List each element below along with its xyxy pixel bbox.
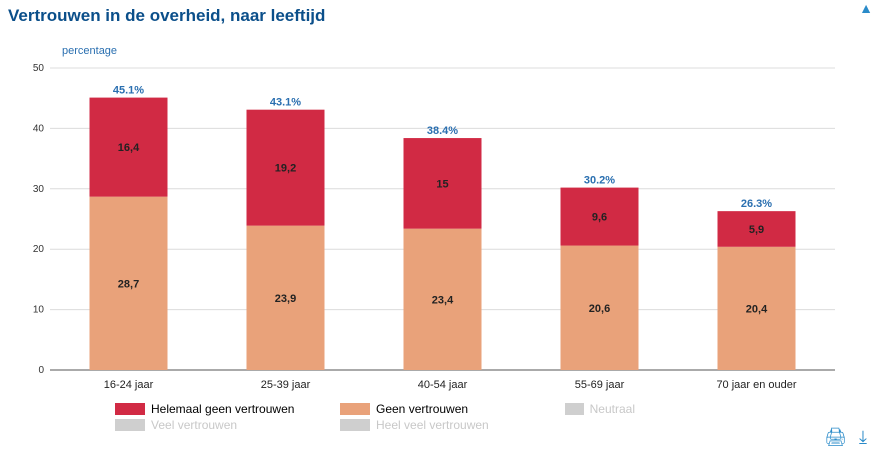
y-tick-label: 0 bbox=[38, 365, 44, 376]
legend-label: Geen vertrouwen bbox=[376, 402, 469, 416]
legend-item[interactable]: Veel vertrouwen bbox=[115, 418, 340, 432]
bar-segment[interactable] bbox=[89, 196, 168, 370]
total-label: 38.4% bbox=[427, 125, 458, 137]
segment-value-label: 5,9 bbox=[749, 224, 764, 236]
print-icon[interactable]: 🖨 bbox=[824, 427, 848, 447]
legend-item[interactable]: Helemaal geen vertrouwen bbox=[115, 402, 340, 416]
bars: 28,7 16,4 45.1% 23,9 19,2 43.1% 23,4 15 38.4% 20,… bbox=[89, 85, 796, 370]
segment-value-label: 20,4 bbox=[746, 303, 768, 315]
bar-segment[interactable] bbox=[246, 109, 325, 226]
y-tick-label: 30 bbox=[33, 184, 45, 195]
segment-value-label: 23,9 bbox=[275, 293, 296, 305]
y-tick-label: 20 bbox=[33, 244, 45, 255]
download-icon[interactable]: ⤓ bbox=[859, 427, 867, 447]
legend-swatch bbox=[340, 403, 370, 415]
legend: Helemaal geen vertrouwen Geen vertrouwen N… bbox=[115, 402, 635, 432]
legend-swatch bbox=[115, 403, 145, 415]
total-label: 43.1% bbox=[270, 97, 301, 109]
legend-swatch bbox=[565, 403, 584, 415]
bar-segment[interactable] bbox=[717, 211, 796, 247]
x-category-label: 40-54 jaar bbox=[418, 379, 468, 391]
bar-segment[interactable] bbox=[717, 246, 796, 370]
bar-segment[interactable] bbox=[560, 187, 639, 246]
segment-value-label: 20,6 bbox=[589, 303, 610, 315]
chart-menu-icon[interactable]: ▲ bbox=[859, 0, 873, 16]
legend-swatch bbox=[115, 419, 145, 431]
y-tick-label: 50 bbox=[33, 63, 45, 74]
legend-label: Veel vertrouwen bbox=[151, 418, 238, 432]
chart-area: 0 10 20 30 40 50 percentage 28,7 16,4 45.1% 23,9… bbox=[33, 45, 835, 391]
bar-segment[interactable] bbox=[560, 245, 639, 370]
segment-value-label: 15 bbox=[436, 178, 448, 190]
bar-segment[interactable] bbox=[403, 138, 482, 229]
chart-title: Vertrouwen in de overheid, naar leeftijd bbox=[8, 6, 326, 25]
legend-label: Helemaal geen vertrouwen bbox=[151, 402, 295, 416]
legend-item[interactable]: Neutraal bbox=[565, 402, 635, 416]
x-category-label: 70 jaar en ouder bbox=[716, 379, 796, 391]
x-axis-categories: 16-24 jaar 25-39 jaar 40-54 jaar 55-69 jaar… bbox=[104, 379, 797, 391]
legend-item[interactable]: Heel veel vertrouwen bbox=[340, 418, 565, 432]
legend-label: Neutraal bbox=[589, 402, 635, 416]
bar-segment[interactable] bbox=[403, 228, 482, 370]
total-label: 26.3% bbox=[741, 198, 772, 210]
legend-swatch bbox=[340, 419, 370, 431]
y-axis-ticks: 0 10 20 30 40 50 bbox=[33, 63, 45, 376]
y-axis-title: percentage bbox=[62, 45, 117, 57]
x-category-label: 16-24 jaar bbox=[104, 379, 154, 391]
segment-value-label: 23,4 bbox=[432, 294, 454, 306]
legend-item[interactable]: Geen vertrouwen bbox=[340, 402, 565, 416]
legend-label: Heel veel vertrouwen bbox=[376, 418, 489, 432]
y-tick-label: 10 bbox=[33, 305, 45, 316]
segment-value-label: 9,6 bbox=[592, 212, 607, 224]
y-tick-label: 40 bbox=[33, 123, 45, 134]
total-label: 45.1% bbox=[113, 85, 144, 97]
x-category-label: 25-39 jaar bbox=[261, 379, 311, 391]
bar-segment[interactable] bbox=[246, 225, 325, 370]
segment-value-label: 16,4 bbox=[118, 142, 140, 154]
chart-actions: 🖨 ⤓ bbox=[824, 427, 867, 448]
bar-segment[interactable] bbox=[89, 97, 168, 197]
x-category-label: 55-69 jaar bbox=[575, 379, 625, 391]
total-label: 30.2% bbox=[584, 175, 615, 187]
segment-value-label: 28,7 bbox=[118, 278, 139, 290]
segment-value-label: 19,2 bbox=[275, 163, 296, 175]
